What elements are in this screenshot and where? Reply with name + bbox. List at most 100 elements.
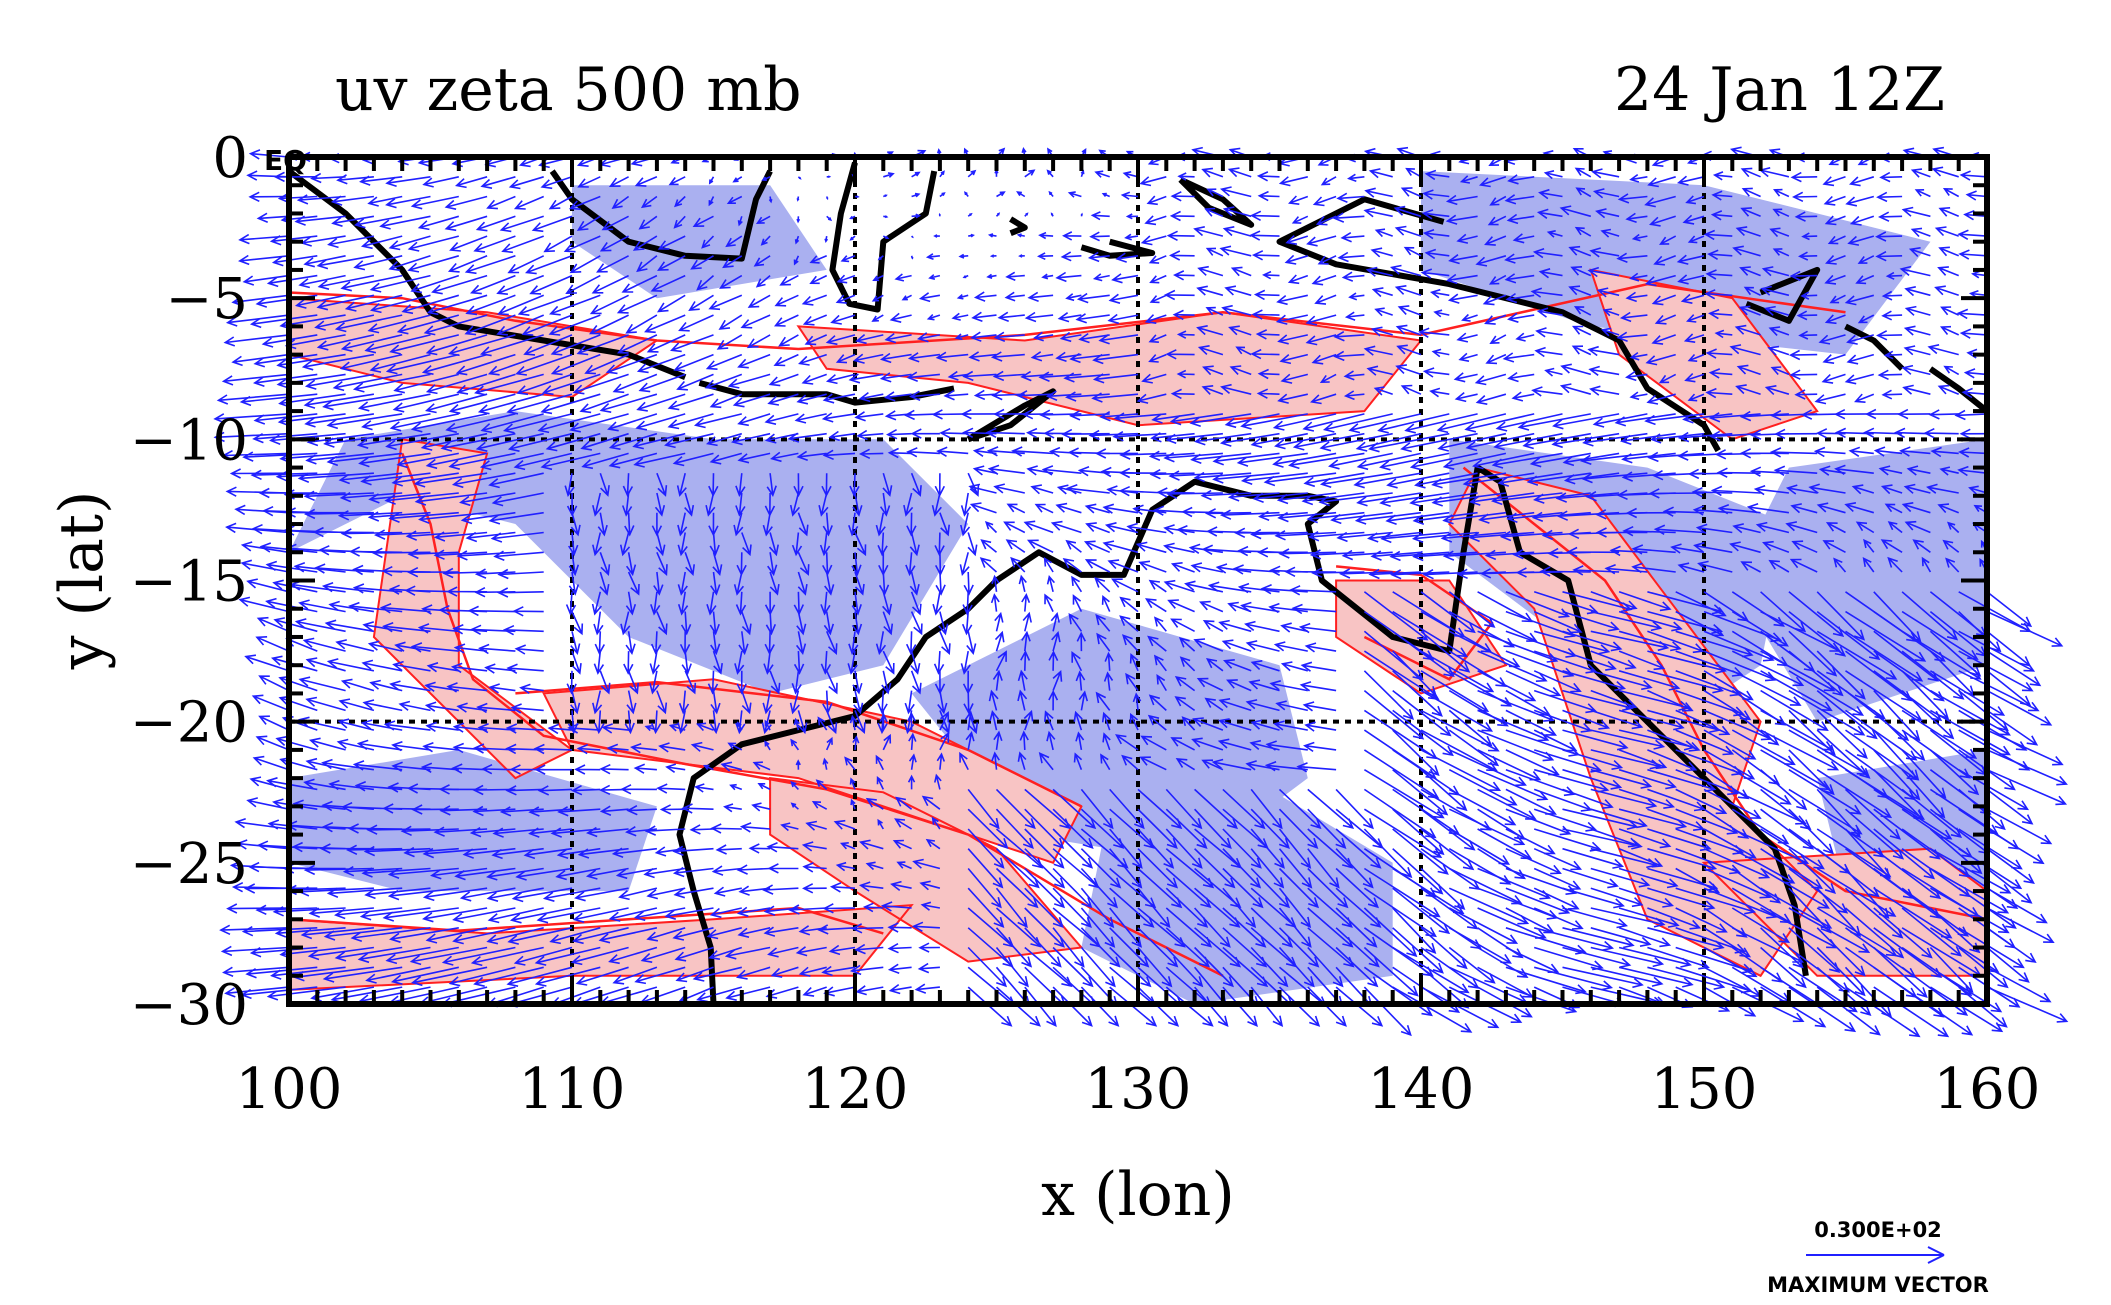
wind-vector — [1901, 907, 1962, 957]
wind-vector — [1278, 548, 1337, 559]
wind-vector — [906, 371, 940, 382]
wind-vector — [1173, 270, 1195, 281]
wind-vector — [764, 740, 771, 751]
wind-vector — [1769, 447, 1818, 458]
wind-vector — [649, 670, 660, 695]
wind-vector — [1956, 308, 1988, 320]
wind-vector — [1590, 709, 1644, 730]
wind-vector — [607, 413, 658, 432]
wind-vector — [907, 711, 916, 731]
wind-vector — [734, 650, 745, 675]
wind-vector — [1464, 413, 1535, 433]
wind-vector — [550, 334, 601, 356]
wind-vector — [1431, 472, 1507, 489]
wind-vector — [1363, 986, 1412, 1037]
wind-vector — [672, 927, 714, 941]
wind-vector — [909, 532, 920, 557]
wind-vector — [1816, 927, 1866, 977]
wind-vector — [1249, 230, 1280, 241]
wind-vector — [1563, 472, 1620, 485]
wind-vector — [655, 532, 666, 557]
wind-vector — [858, 881, 884, 892]
wind-vector — [871, 294, 884, 302]
wind-vector — [451, 472, 516, 489]
wind-vector — [481, 763, 516, 775]
wind-vector — [1119, 615, 1139, 632]
wind-vector — [1422, 228, 1450, 240]
wind-vector — [1461, 313, 1478, 322]
wind-vector — [430, 867, 488, 880]
wind-vector — [394, 641, 431, 652]
wind-vector — [486, 927, 544, 945]
wind-vector — [905, 631, 917, 656]
wind-vector — [704, 373, 743, 390]
wind-vector — [767, 863, 799, 874]
wind-vector — [1292, 432, 1365, 451]
wind-vector — [1533, 887, 1580, 910]
wind-vector — [548, 314, 601, 336]
wind-vector — [1392, 828, 1449, 875]
wind-vector — [836, 274, 856, 284]
wind-vector — [340, 334, 403, 352]
wind-vector — [1138, 560, 1167, 573]
wind-vector — [1647, 451, 1705, 463]
wind-vector — [1095, 448, 1139, 459]
wind-vector — [620, 784, 657, 795]
wind-vector — [414, 492, 488, 506]
wind-vector — [677, 532, 688, 557]
wind-vector — [608, 432, 658, 450]
wind-vector — [1629, 173, 1648, 183]
wind-vector — [515, 867, 573, 881]
wind-vector — [735, 710, 746, 735]
wind-vector — [1314, 294, 1337, 305]
wind-vector — [920, 901, 941, 911]
wind-vector — [256, 212, 290, 224]
wind-vector — [1422, 189, 1450, 200]
wind-vector — [894, 818, 913, 830]
contour-outline-6 — [1448, 466, 1819, 978]
wind-vector — [1456, 233, 1478, 244]
wind-vector — [727, 742, 743, 751]
wind-vector — [269, 432, 346, 445]
wind-vector — [1107, 559, 1139, 573]
wind-vector — [774, 294, 799, 307]
wind-vector — [732, 176, 743, 183]
wind-vector — [657, 235, 686, 250]
wind-vector — [910, 428, 940, 439]
wind-vector — [608, 176, 629, 188]
wind-vector — [1958, 946, 2009, 989]
wind-vector — [1299, 681, 1337, 692]
wind-vector — [1059, 331, 1082, 343]
wind-vector — [908, 753, 917, 770]
wind-vector — [1768, 559, 1790, 573]
negative-vorticity-region-1 — [289, 749, 657, 892]
wind-vector — [1148, 353, 1167, 363]
wind-vector — [760, 235, 771, 246]
wind-vector — [656, 611, 668, 636]
wind-vector — [1824, 314, 1846, 325]
wind-vector — [821, 965, 856, 977]
wind-vector — [1477, 610, 1538, 642]
wind-vector — [1448, 946, 1496, 984]
wind-vector — [967, 169, 977, 178]
wind-vector — [479, 452, 544, 471]
wind-vector — [1363, 808, 1443, 859]
wind-vector — [249, 946, 318, 958]
wind-vector — [1448, 729, 1500, 767]
wind-vector — [417, 215, 460, 231]
wind-vector — [1562, 788, 1614, 809]
wind-vector — [1109, 927, 1150, 968]
wind-vector — [1963, 368, 1988, 379]
wind-vector — [1217, 718, 1252, 731]
wind-vector — [1493, 432, 1563, 451]
wind-vector — [713, 886, 742, 897]
wind-vector — [330, 195, 375, 206]
wind-vector — [989, 709, 1000, 731]
wind-vector — [317, 274, 375, 290]
wind-vector — [540, 393, 601, 415]
wind-vector — [574, 764, 601, 775]
wind-vector — [340, 678, 375, 692]
wind-vector — [971, 311, 997, 322]
wind-vector — [1052, 887, 1092, 928]
wind-vector — [382, 907, 459, 922]
